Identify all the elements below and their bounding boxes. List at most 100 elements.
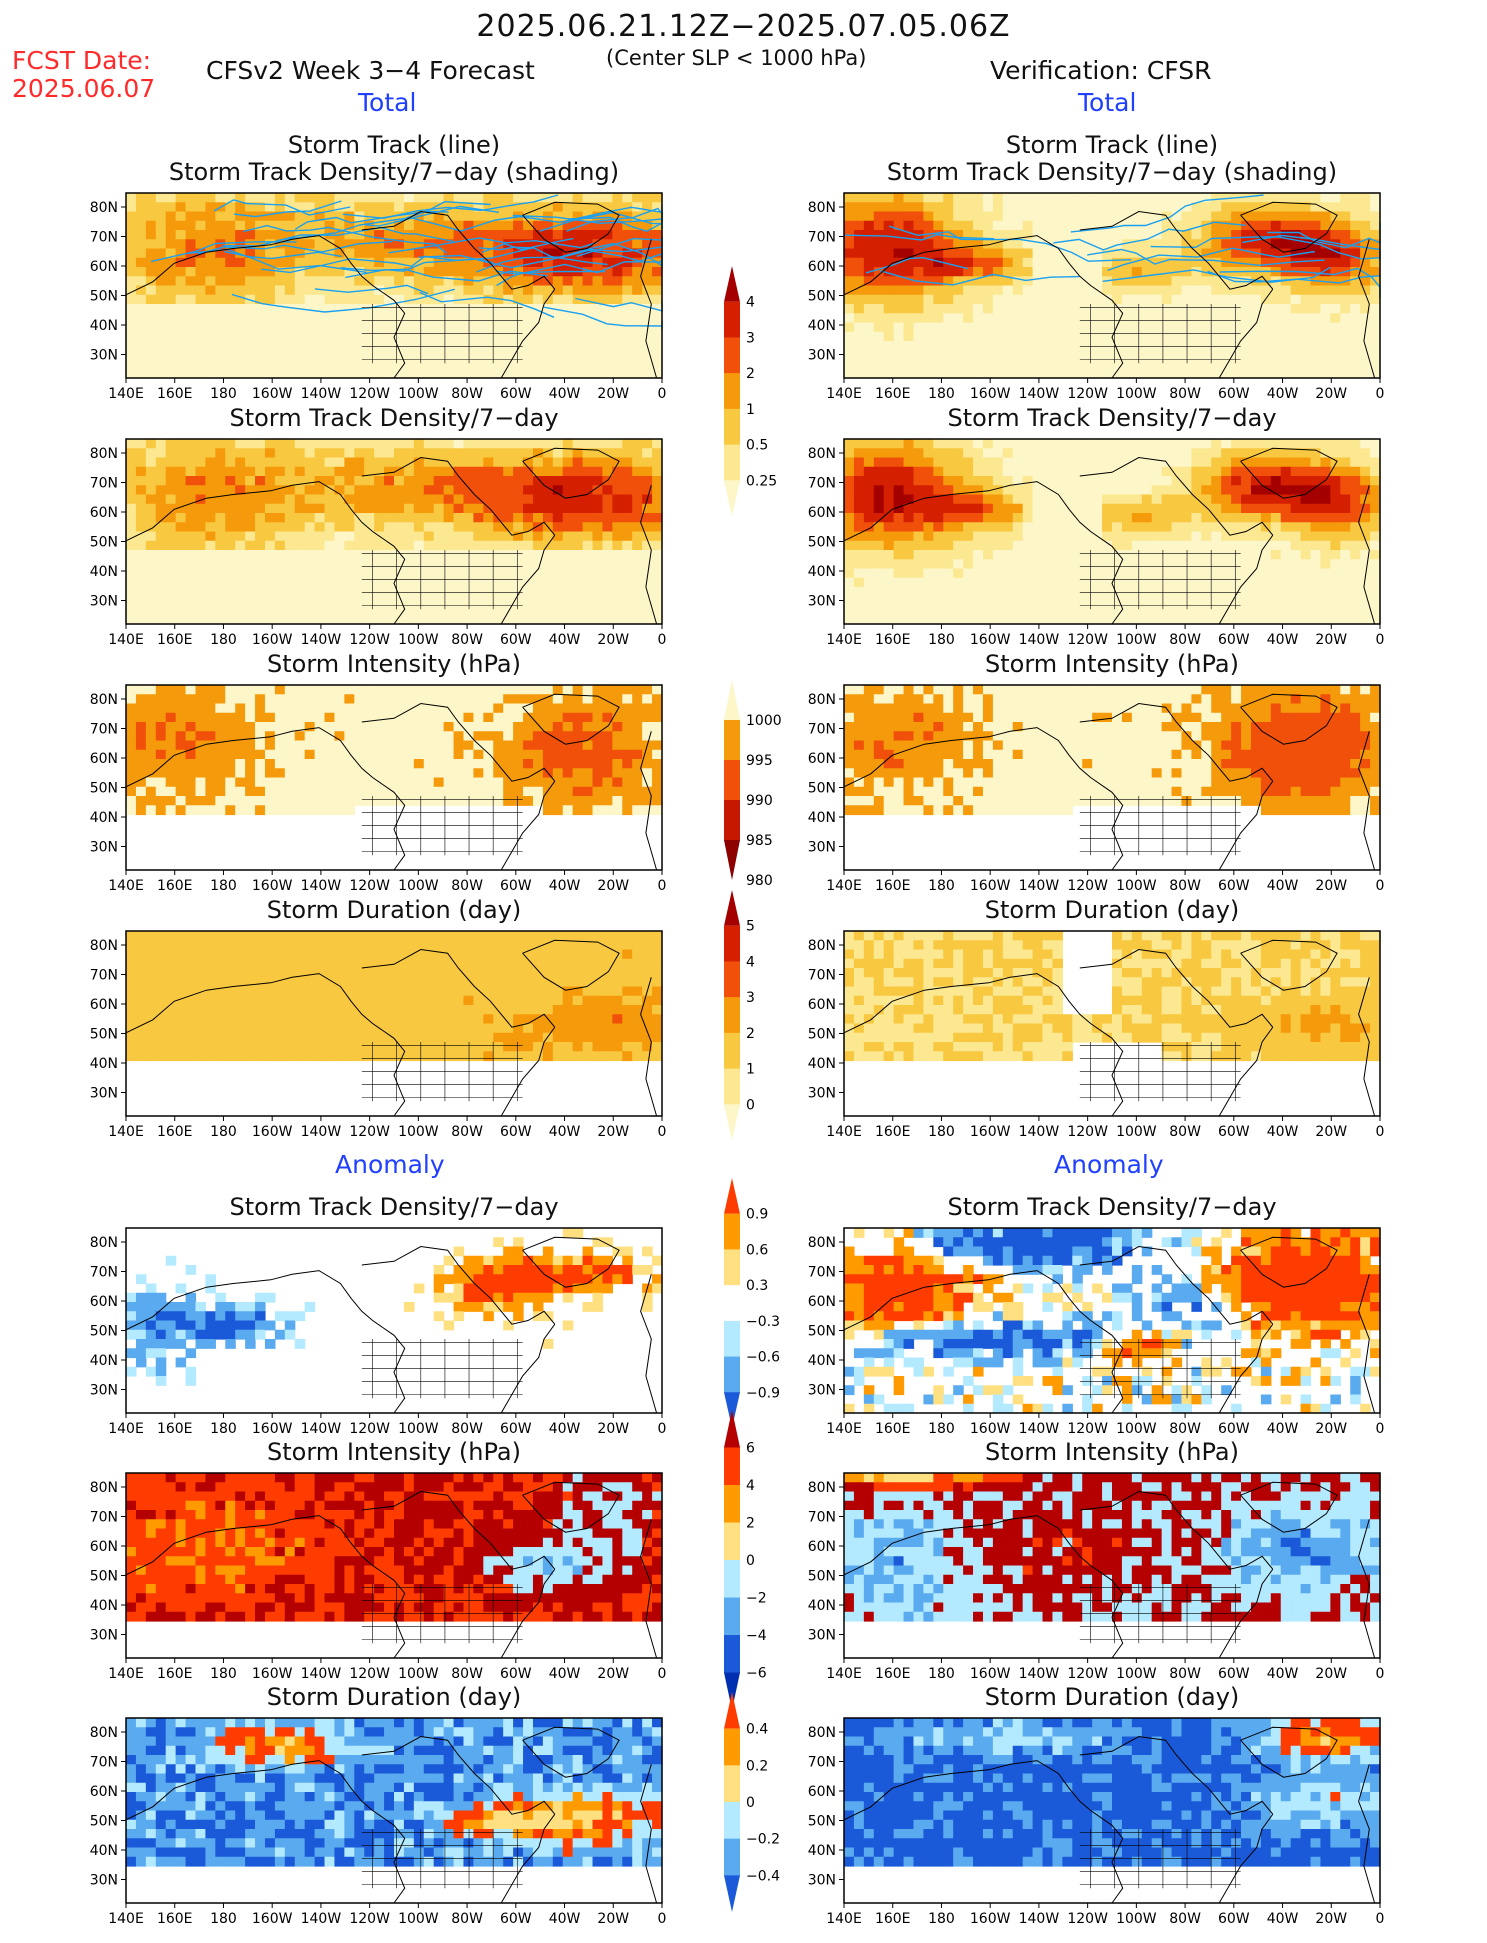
shading-cell bbox=[344, 193, 355, 203]
shading-cell bbox=[1132, 587, 1143, 597]
shading-cell bbox=[195, 341, 206, 351]
shading-cell bbox=[963, 550, 974, 560]
shading-cell bbox=[285, 596, 296, 606]
shading-cell bbox=[1320, 323, 1331, 333]
shading-cell bbox=[305, 476, 316, 486]
shading-cell bbox=[315, 467, 326, 477]
shading-cell bbox=[384, 522, 395, 532]
shading-cell bbox=[473, 448, 484, 458]
shading-cell bbox=[186, 467, 197, 477]
shading-cell bbox=[473, 360, 484, 370]
shading-cell bbox=[1231, 304, 1242, 314]
shading-cell bbox=[136, 295, 147, 305]
shading-cell bbox=[265, 750, 276, 760]
shading-cell bbox=[1201, 350, 1212, 360]
shading-cell bbox=[583, 541, 594, 551]
shading-cell bbox=[1112, 276, 1123, 286]
shading-cell bbox=[1291, 504, 1302, 514]
shading-cell bbox=[1301, 476, 1312, 486]
shading-cell bbox=[1311, 323, 1322, 333]
shading-cell bbox=[913, 467, 924, 477]
shading-cell bbox=[275, 615, 286, 625]
shading-cell bbox=[854, 615, 865, 625]
shading-cell bbox=[1142, 522, 1153, 532]
shading-cell bbox=[1132, 550, 1143, 560]
shading-cell bbox=[844, 559, 855, 569]
shading-cell bbox=[384, 722, 395, 732]
shading-cell bbox=[126, 267, 137, 277]
shading-cell bbox=[622, 323, 633, 333]
shading-cell bbox=[593, 304, 604, 314]
shading-cell bbox=[384, 193, 395, 203]
shading-cell bbox=[844, 513, 855, 523]
shading-cell bbox=[195, 350, 206, 360]
shading-cell bbox=[602, 578, 613, 588]
shading-cell bbox=[166, 193, 177, 203]
shading-cell bbox=[1082, 439, 1093, 449]
shading-cell bbox=[374, 341, 385, 351]
shading-cell bbox=[894, 587, 905, 597]
shading-cell bbox=[513, 332, 524, 342]
shading-cell bbox=[463, 513, 474, 523]
shading-cell bbox=[1281, 615, 1292, 625]
shading-cell bbox=[1092, 476, 1103, 486]
shading-cell bbox=[884, 476, 895, 486]
shading-cell bbox=[874, 249, 885, 259]
shading-cell bbox=[176, 578, 187, 588]
shading-cell bbox=[1142, 606, 1153, 616]
shading-cell bbox=[953, 458, 964, 468]
shading-cell bbox=[1291, 513, 1302, 523]
shading-cell bbox=[1132, 522, 1143, 532]
shading-cell bbox=[166, 704, 177, 714]
shading-cell bbox=[245, 615, 256, 625]
page-title: 2025.06.21.12Z−2025.07.05.06Z bbox=[0, 12, 1487, 42]
shading-cell bbox=[943, 458, 954, 468]
shading-cell bbox=[1271, 504, 1282, 514]
shading-cell bbox=[364, 778, 375, 788]
shading-cell bbox=[1241, 532, 1252, 542]
shading-cell bbox=[1301, 587, 1312, 597]
shading-cell bbox=[1172, 559, 1183, 569]
shading-cell bbox=[126, 805, 137, 815]
shading-cell bbox=[1340, 596, 1351, 606]
shading-cell bbox=[1122, 323, 1133, 333]
shading-cell bbox=[235, 569, 246, 579]
shading-cell bbox=[563, 313, 574, 323]
shading-cell bbox=[325, 768, 336, 778]
shading-cell bbox=[195, 685, 206, 695]
lat-tick-label: 30N bbox=[90, 348, 118, 364]
shading-cell bbox=[1211, 332, 1222, 342]
shading-cell bbox=[315, 787, 326, 797]
shading-cell bbox=[454, 448, 465, 458]
shading-cell bbox=[1003, 212, 1014, 222]
shading-cell bbox=[1013, 313, 1024, 323]
shading-cell bbox=[354, 332, 365, 342]
shading-cell bbox=[483, 458, 494, 468]
shading-cell bbox=[295, 694, 306, 704]
shading-cell bbox=[1023, 212, 1034, 222]
shading-cell bbox=[1370, 230, 1381, 240]
shading-cell bbox=[255, 587, 266, 597]
shading-cell bbox=[275, 559, 286, 569]
shading-cell bbox=[1350, 495, 1361, 505]
shading-cell bbox=[1231, 578, 1242, 588]
shading-cell bbox=[136, 193, 147, 203]
shading-cell bbox=[275, 778, 286, 788]
shading-cell bbox=[225, 332, 236, 342]
shading-cell bbox=[563, 559, 574, 569]
shading-cell bbox=[1330, 350, 1341, 360]
shading-cell bbox=[844, 550, 855, 560]
shading-cell bbox=[1251, 212, 1262, 222]
shading-cell bbox=[913, 606, 924, 616]
shading-cell bbox=[1181, 522, 1192, 532]
shading-cell bbox=[943, 341, 954, 351]
shading-cell bbox=[1181, 467, 1192, 477]
shading-cell bbox=[874, 550, 885, 560]
shading-cell bbox=[473, 522, 484, 532]
shading-cell bbox=[963, 587, 974, 597]
shading-cell bbox=[334, 532, 345, 542]
shading-cell bbox=[1231, 504, 1242, 514]
shading-cell bbox=[195, 569, 206, 579]
shading-cell bbox=[622, 350, 633, 360]
